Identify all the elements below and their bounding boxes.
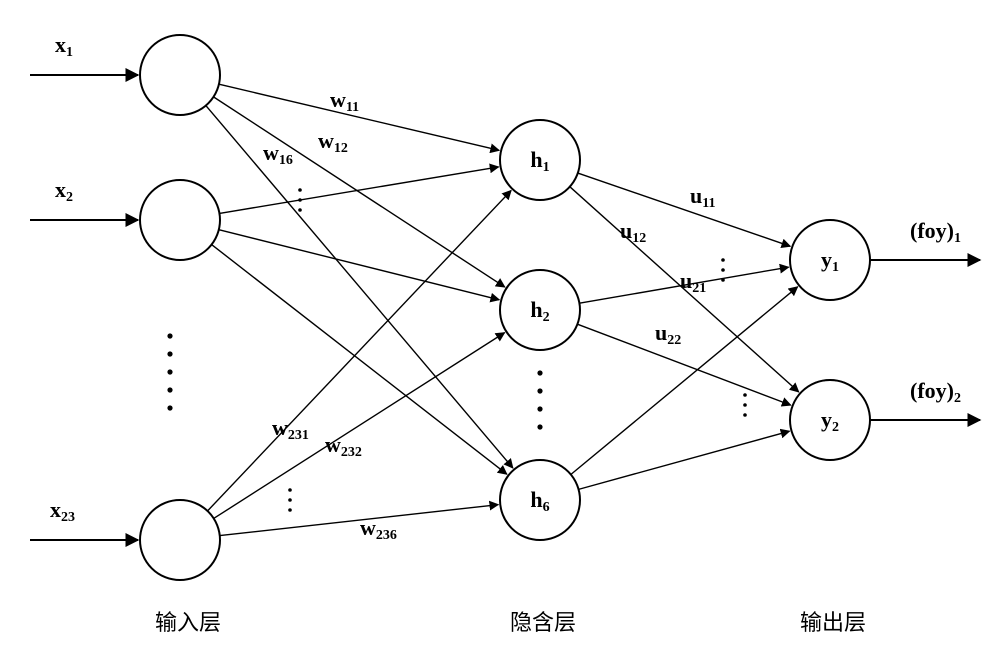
edge-h6-y1 bbox=[571, 287, 798, 475]
neural-network-diagram: h1h2h6y1y2 w11w12w16w231w232w236u11u12u2… bbox=[0, 0, 1000, 653]
ellipsis-dot bbox=[298, 188, 302, 192]
ellipsis-dot bbox=[743, 393, 747, 397]
ellipsis-dot bbox=[721, 268, 725, 272]
ellipsis-dot bbox=[288, 498, 292, 502]
ellipsis-dot bbox=[743, 403, 747, 407]
node-x2 bbox=[140, 180, 220, 260]
input-label-x2: x2 bbox=[55, 177, 73, 205]
edge-h6-y2 bbox=[579, 431, 790, 489]
ellipsis-dot bbox=[537, 388, 542, 393]
input-label-x23: x23 bbox=[50, 497, 75, 525]
ellipsis-dot bbox=[167, 405, 172, 410]
edge-x23-h6 bbox=[220, 505, 499, 536]
edge-x1-h2 bbox=[213, 97, 504, 287]
nodes-group: h1h2h6y1y2 bbox=[140, 35, 870, 580]
ellipsis-dot bbox=[167, 387, 172, 392]
weight-label-w231: w231 bbox=[272, 415, 309, 443]
weight-label-w236: w236 bbox=[360, 515, 397, 543]
weight-label-w12: w12 bbox=[318, 128, 348, 156]
output-label-y1: (foy)1 bbox=[910, 218, 961, 246]
weight-label-w11: w11 bbox=[330, 87, 359, 115]
node-x23 bbox=[140, 500, 220, 580]
ellipsis-dot bbox=[288, 488, 292, 492]
edge-x23-h2 bbox=[214, 333, 505, 519]
layer-label: 输入层 bbox=[155, 610, 221, 635]
layer-label: 输出层 bbox=[800, 610, 866, 635]
ellipsis-group bbox=[167, 188, 746, 512]
ellipsis-dot bbox=[537, 370, 542, 375]
edge-h1-y1 bbox=[578, 173, 790, 246]
weight-label-u21: u21 bbox=[680, 268, 706, 296]
ellipsis-dot bbox=[298, 208, 302, 212]
layer-label: 隐含层 bbox=[510, 610, 576, 635]
edge-h2-y2 bbox=[577, 324, 790, 405]
edge-x2-h2 bbox=[219, 230, 499, 300]
edge-x2-h1 bbox=[219, 167, 498, 214]
output-label-y2: (foy)2 bbox=[910, 378, 961, 406]
weight-label-u11: u11 bbox=[690, 183, 715, 211]
edge-x1-h6 bbox=[206, 106, 513, 468]
ellipsis-dot bbox=[537, 424, 542, 429]
input-label-x1: x1 bbox=[55, 32, 73, 60]
ellipsis-dot bbox=[167, 333, 172, 338]
weight-label-u22: u22 bbox=[655, 320, 681, 348]
ellipsis-dot bbox=[721, 278, 725, 282]
edge-x1-h1 bbox=[219, 84, 499, 150]
ellipsis-dot bbox=[298, 198, 302, 202]
ellipsis-dot bbox=[537, 406, 542, 411]
ellipsis-dot bbox=[721, 258, 725, 262]
weight-label-w16: w16 bbox=[263, 140, 293, 168]
weight-label-u12: u12 bbox=[620, 218, 646, 246]
node-x1 bbox=[140, 35, 220, 115]
ellipsis-dot bbox=[288, 508, 292, 512]
ellipsis-dot bbox=[743, 413, 747, 417]
ellipsis-dot bbox=[167, 369, 172, 374]
ellipsis-dot bbox=[167, 351, 172, 356]
